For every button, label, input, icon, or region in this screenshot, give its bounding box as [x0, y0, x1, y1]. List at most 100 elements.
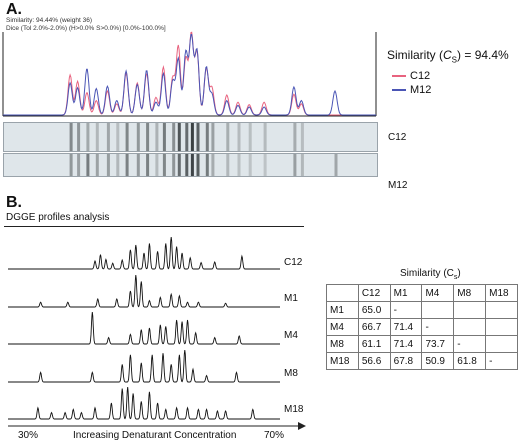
gel-band [86, 154, 90, 176]
profile-label-m18: M18 [284, 404, 304, 415]
gel-band [77, 123, 81, 151]
axis-label-70: 70% [264, 430, 285, 441]
table-row: M4 66.7 71.4- [326, 318, 518, 336]
gel-band [237, 123, 241, 151]
gel-band [293, 123, 297, 151]
gel-band [146, 154, 150, 176]
gel-band [162, 123, 166, 151]
gel-band [293, 154, 297, 176]
gel-band [263, 154, 267, 176]
axis-label-30: 30% [18, 430, 39, 441]
table-cell: M8 [326, 335, 359, 353]
gel-band [237, 154, 241, 176]
gel-band [177, 154, 181, 176]
table-cell: 61.8 [453, 352, 487, 370]
table-cell: M18 [326, 352, 359, 370]
table-cell: M1 [326, 301, 359, 319]
table-header-cell: M18 [485, 284, 518, 302]
similarity-table: C12 M1 M4 M8 M18 M1 65.0- M4 66.7 71.4- M8 61.1 71.4… [326, 284, 518, 370]
gel-band [211, 154, 215, 176]
table-header-cell: M8 [453, 284, 487, 302]
table-cell [485, 301, 518, 319]
gel-band [172, 154, 176, 176]
gel-band [77, 154, 81, 176]
gel-band [226, 123, 230, 151]
gel-band [125, 154, 129, 176]
gel-band [146, 123, 150, 151]
table-cell: 50.9 [421, 352, 455, 370]
profile-label-m1: M1 [284, 293, 298, 304]
profile-series-m18 [8, 386, 280, 420]
table-cell: M4 [326, 318, 359, 336]
gel-band [226, 154, 230, 176]
gel-band [185, 154, 189, 176]
table-header-cell: M1 [389, 284, 423, 302]
gel-band [106, 123, 110, 151]
table-cell: 65.0 [357, 301, 391, 319]
profile-series-m8 [8, 349, 280, 383]
gel-lane-c12 [3, 122, 378, 152]
table-cell: - [485, 352, 518, 370]
gel-band [162, 154, 166, 176]
gel-band [248, 154, 252, 176]
gel-band [125, 123, 129, 151]
profile-series-m4 [8, 311, 280, 345]
gel-band [300, 154, 304, 176]
profile-label-c12: C12 [284, 257, 303, 268]
gel-band [196, 154, 200, 176]
table-header-cell [326, 284, 359, 302]
panel-b-label: B. [6, 194, 22, 211]
gel-band [196, 123, 200, 151]
gel-band [190, 123, 194, 151]
gel-band [69, 154, 73, 176]
overlay-series-m12 [3, 34, 376, 116]
profile-series-c12 [8, 236, 280, 270]
table-cell: 56.6 [357, 352, 391, 370]
table-cell [421, 301, 455, 319]
gel-band [334, 154, 338, 176]
gel-band [177, 123, 181, 151]
panel-a-header-line2: Dice (Tol 2.0%-2.0%) (H>0.0% S>0.0%) [0.… [6, 25, 166, 32]
panel-a-header-line1: Similarity: 94.44% (weight 36) [6, 17, 92, 24]
gel-band [116, 154, 120, 176]
table-cell: 71.4 [389, 335, 423, 353]
table-cell [453, 318, 487, 336]
gel-band [106, 154, 110, 176]
legend-swatch-m12 [392, 89, 406, 91]
gel-band [205, 123, 209, 151]
table-header-cell: C12 [357, 284, 391, 302]
panel-b-title-rule [4, 226, 304, 227]
profile-series-m1 [8, 274, 280, 308]
table-cell [485, 335, 518, 353]
dgge-profiles-chart [8, 236, 280, 420]
table-cell [453, 301, 487, 319]
similarity-table-title: Similarity (Cs) [400, 268, 461, 281]
table-cell: - [421, 318, 455, 336]
legend-swatch-c12 [392, 75, 406, 77]
gel-band [211, 123, 215, 151]
gel-band [86, 123, 90, 151]
gel-band [155, 123, 159, 151]
table-cell: - [389, 301, 423, 319]
similarity-cs-value: Similarity (CS) = 94.4% [387, 48, 509, 65]
table-row: M18 56.6 67.8 50.9 61.8- [326, 352, 518, 370]
table-header-cell: M4 [421, 284, 455, 302]
gel-band [190, 154, 194, 176]
panel-a-label: A. [6, 1, 22, 18]
gel-band [185, 123, 189, 151]
gel-band [95, 123, 99, 151]
gel-band [300, 123, 304, 151]
table-row: M8 61.1 71.4 73.7- [326, 335, 518, 353]
table-cell [485, 318, 518, 336]
table-cell: 66.7 [357, 318, 391, 336]
panel-b-title: DGGE profiles analysis [6, 212, 110, 223]
densitometric-overlay-chart [2, 31, 377, 117]
gel-lane-m12 [3, 153, 378, 177]
gel-band [136, 154, 140, 176]
profile-label-m4: M4 [284, 330, 298, 341]
legend-item-c12: C12 [392, 70, 430, 82]
gel-band [263, 123, 267, 151]
gel-label-m12: M12 [388, 180, 408, 191]
table-cell: 67.8 [389, 352, 423, 370]
table-cell: - [453, 335, 487, 353]
